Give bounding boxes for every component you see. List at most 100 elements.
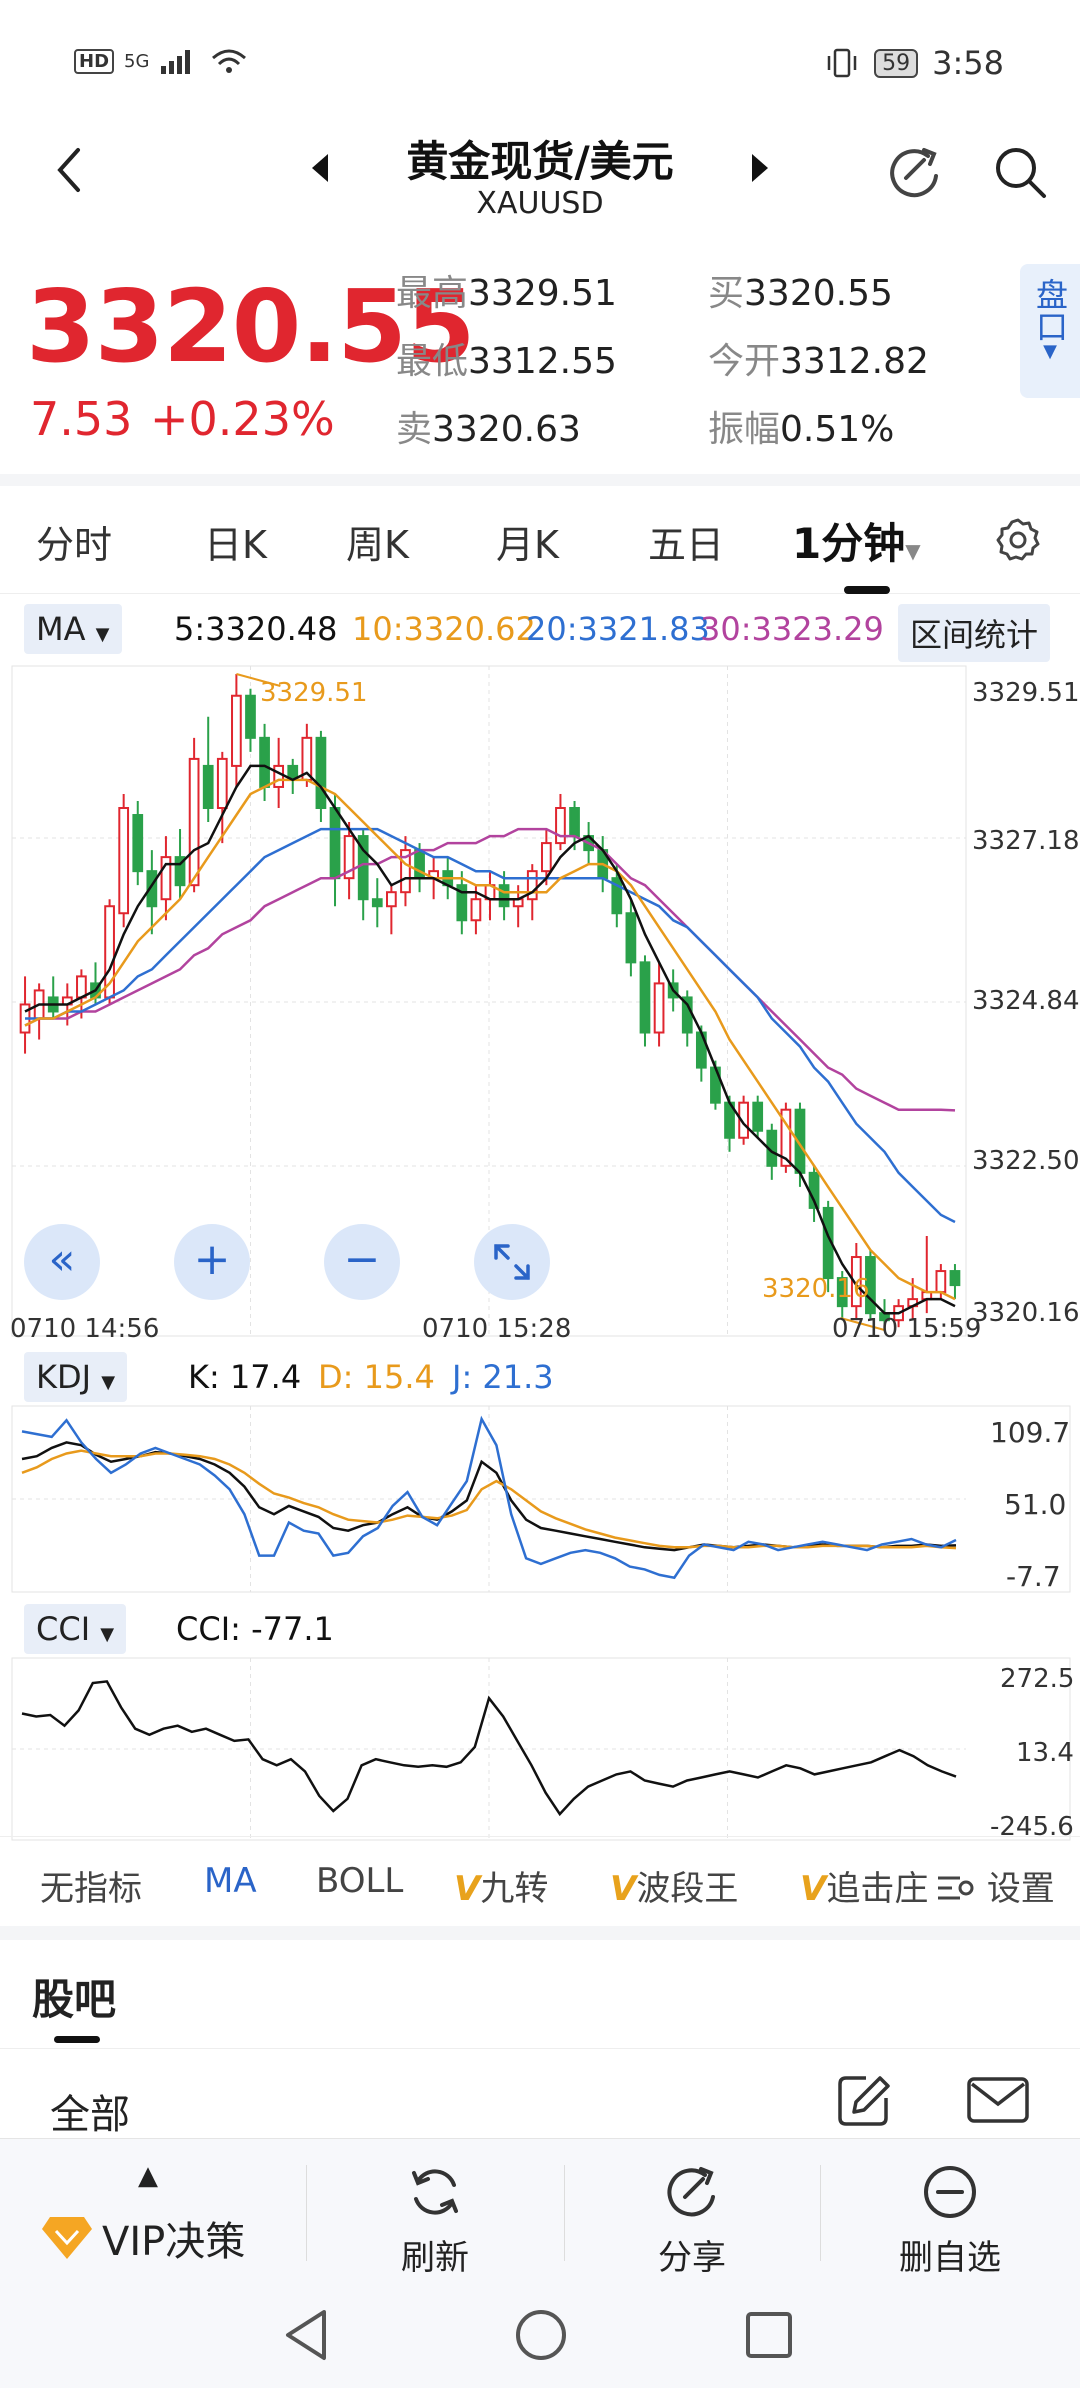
messages-button[interactable] bbox=[966, 2076, 1030, 2128]
candle bbox=[245, 688, 256, 752]
triangle-left-icon bbox=[312, 154, 328, 182]
candle-body bbox=[752, 1101, 764, 1132]
candle bbox=[639, 955, 651, 1047]
series-cci-line bbox=[21, 1680, 957, 1817]
candle bbox=[132, 800, 144, 886]
range-stats-button[interactable]: 区间统计 bbox=[898, 604, 1051, 662]
bid-label: 买 bbox=[708, 273, 745, 314]
compose-post-button[interactable] bbox=[836, 2072, 892, 2132]
price-change-pct: +0.23% bbox=[150, 392, 335, 446]
indicator-settings-label: 设置 bbox=[986, 1869, 1055, 1909]
ind-tab-jiuzhuan-label: 九转 bbox=[480, 1869, 549, 1909]
zoom-out-button[interactable]: − bbox=[324, 1224, 400, 1300]
candle-body bbox=[935, 1270, 947, 1294]
candle bbox=[47, 976, 59, 1019]
tab-five-day[interactable]: 五日 bbox=[648, 523, 725, 567]
candle bbox=[752, 1095, 764, 1138]
clock: 3:58 bbox=[932, 44, 1004, 82]
candle-body bbox=[231, 694, 242, 767]
cci-value: CCI: -77.1 bbox=[176, 1610, 334, 1648]
indicator-settings-button[interactable]: 设置 bbox=[930, 1861, 1055, 1910]
pankou-button[interactable]: 盘口 ▼ bbox=[1020, 264, 1080, 398]
candle-body bbox=[343, 835, 355, 880]
candle bbox=[231, 674, 242, 787]
candle-body bbox=[118, 807, 130, 915]
candle-body bbox=[259, 736, 270, 788]
forum-filter-all[interactable]: 全部 bbox=[50, 2092, 130, 2138]
ind-tab-boll[interactable]: BOLL bbox=[316, 1861, 404, 1901]
system-nav-bar bbox=[0, 2278, 1080, 2388]
status-bar: HD 5G 59 3:58 bbox=[0, 0, 1080, 130]
zoom-in-button[interactable]: + bbox=[174, 1224, 250, 1300]
share-label: 分享 bbox=[658, 2238, 726, 2278]
candle-body bbox=[780, 1108, 792, 1167]
remove-watchlist-button[interactable]: 删自选 bbox=[820, 2139, 1080, 2279]
ind-tab-none[interactable]: 无指标 bbox=[40, 1869, 142, 1909]
ind-tab-jiuzhuan[interactable]: V九转 bbox=[454, 1861, 548, 1910]
y-tick-label: 3320.16 bbox=[972, 1298, 1080, 1328]
series-d-line bbox=[21, 1449, 957, 1550]
chart-settings-button[interactable] bbox=[994, 516, 1042, 568]
candle bbox=[19, 976, 31, 1054]
active-tab-indicator bbox=[844, 586, 890, 594]
diamond-icon bbox=[42, 2217, 92, 2259]
forum-title-underline bbox=[54, 2036, 100, 2043]
triangle-right-icon bbox=[752, 154, 768, 182]
share-header-button[interactable] bbox=[884, 142, 944, 206]
nav-recents-icon[interactable] bbox=[744, 2310, 794, 2360]
pankou-label: 盘口 bbox=[1031, 278, 1069, 342]
kdj-k-value: K: 17.4 bbox=[188, 1358, 302, 1396]
quote-bid: 买3320.55 bbox=[708, 264, 893, 316]
candle-body bbox=[456, 884, 468, 922]
candle bbox=[160, 836, 172, 921]
tab-1min[interactable]: 1分钟▼ bbox=[792, 510, 921, 571]
candle bbox=[287, 758, 299, 794]
search-button[interactable] bbox=[990, 142, 1050, 206]
y-tick-label: 3329.51 bbox=[972, 678, 1080, 708]
quote-ask: 卖3320.63 bbox=[396, 400, 581, 452]
status-right: 59 3:58 bbox=[824, 44, 1004, 82]
nav-back-icon[interactable] bbox=[282, 2308, 332, 2362]
candle-body bbox=[174, 856, 186, 887]
refresh-button[interactable]: 刷新 bbox=[306, 2139, 564, 2279]
tab-month-k[interactable]: 月K bbox=[496, 523, 559, 567]
cci-selector-label: CCI bbox=[36, 1610, 91, 1648]
next-symbol-button[interactable] bbox=[748, 152, 772, 188]
share-button[interactable]: 分享 bbox=[564, 2139, 820, 2279]
prev-symbol-button[interactable] bbox=[308, 152, 332, 188]
fast-back-button[interactable]: « bbox=[24, 1224, 100, 1300]
wifi-icon bbox=[212, 49, 247, 73]
kdj-y-tick: 109.7 bbox=[990, 1416, 1071, 1449]
cci-y-tick: 272.5 bbox=[1000, 1664, 1075, 1694]
vip-decision-button[interactable]: ▲ VIP决策 bbox=[0, 2139, 306, 2279]
last-price: 3320.55 bbox=[26, 268, 475, 385]
max-leader-line bbox=[236, 673, 281, 687]
candle bbox=[400, 836, 411, 907]
forum-title[interactable]: 股吧 bbox=[32, 1975, 117, 2024]
kdj-chart[interactable] bbox=[0, 1404, 1080, 1594]
candle-body bbox=[188, 757, 200, 887]
caret-down-icon: ▼ bbox=[100, 1624, 115, 1645]
kdj-selector[interactable]: KDJ ▼ bbox=[24, 1352, 128, 1402]
battery-indicator: 59 bbox=[874, 48, 919, 78]
candle bbox=[555, 793, 566, 851]
ind-tab-ma[interactable]: MA bbox=[204, 1861, 257, 1901]
settings-sliders-icon bbox=[938, 1876, 974, 1900]
ind-tab-zhuijizhuang[interactable]: V追击庄 bbox=[800, 1861, 930, 1910]
back-button[interactable] bbox=[50, 140, 100, 200]
tab-day-k[interactable]: 日K bbox=[204, 523, 267, 567]
tab-fenshi[interactable]: 分时 bbox=[36, 523, 113, 567]
fullscreen-button[interactable] bbox=[474, 1224, 550, 1300]
tab-week-k[interactable]: 周K bbox=[346, 523, 409, 567]
cci-selector[interactable]: CCI ▼ bbox=[24, 1604, 127, 1654]
quote-open: 今开3312.82 bbox=[708, 332, 929, 384]
amp-value: 0.51% bbox=[780, 409, 895, 450]
series-j-line bbox=[21, 1415, 957, 1580]
ma-selector[interactable]: MA ▼ bbox=[24, 604, 122, 654]
mail-icon bbox=[967, 2077, 1029, 2123]
ind-tab-boduanwang[interactable]: V波段王 bbox=[610, 1861, 738, 1910]
separator bbox=[0, 474, 1080, 486]
candlestick-chart[interactable] bbox=[0, 664, 1080, 1344]
cci-chart[interactable] bbox=[0, 1656, 1080, 1842]
nav-home-icon[interactable] bbox=[514, 2308, 568, 2362]
